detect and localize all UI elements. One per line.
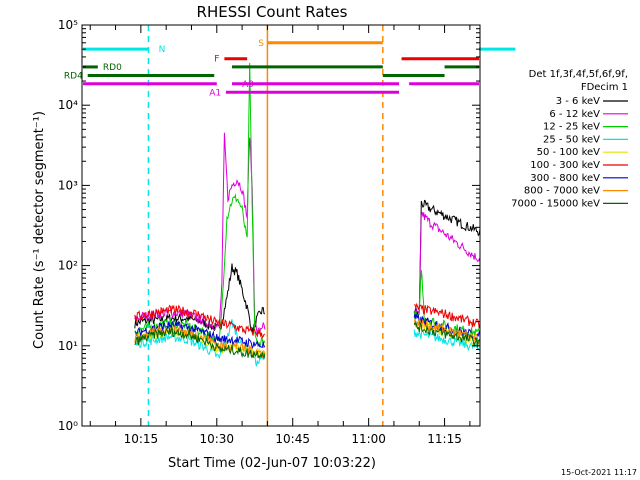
legend-label-4: 50 - 100 keV [537,147,601,158]
legend-label-7: 800 - 7000 keV [524,186,600,197]
series-line-5-1 [414,302,480,329]
legend-label-2: 12 - 25 keV [543,122,600,133]
x-tick-label-2: 10:45 [275,432,310,446]
flag-label-5: A0 [242,80,254,90]
y-tick-label-3: 10³ [58,178,78,192]
legend: Det 1f,3f,4f,5f,6f,9f, FDecim 1 3 - 6 keV 6… [511,69,628,209]
axes: 10⁰ 10¹ 10² 10³ 10⁴ 10⁵ 10:15 10:30 10:45 11:00 11… [58,18,481,446]
y-tick-label-0: 10⁰ [58,419,78,433]
series-0 [134,199,480,334]
series-line-2-0 [134,62,266,348]
legend-header-0: Det 1f,3f,4f,5f,6f,9f, [529,69,628,80]
series-line-7-1 [413,318,480,345]
y-axis-label: Count Rate (s⁻¹ detector segment⁻¹) [32,111,47,349]
legend-label-0: 3 - 6 keV [556,96,600,107]
flag-label-2: F [214,55,219,65]
x-tick-label-0: 10:15 [124,432,159,446]
series-line-5-0 [134,304,266,339]
y-tick-label-4: 10⁴ [58,98,78,112]
flag-label-6: A1 [209,88,221,98]
series-5 [134,302,480,339]
series-line-1-0 [134,132,266,337]
y-tick-label-2: 10² [58,259,78,273]
legend-label-8: 7000 - 15000 keV [511,198,600,209]
series-8 [134,320,480,360]
chart-title: RHESSI Count Rates [197,3,348,21]
x-axis-label: Start Time (02-Jun-07 10:03:22) [168,456,376,471]
legend-header-1: FDecim 1 [581,82,628,93]
series-line-1-1 [413,211,480,315]
legend-label-1: 6 - 12 keV [549,109,600,120]
flag-label-3: RD0 [103,63,122,73]
series-line-8-0 [134,327,266,360]
series-line-0-1 [413,199,480,316]
flag-label-0: N [159,45,166,55]
series-layer [134,62,480,367]
flag-label-4: RD4 [64,71,83,81]
x-tick-label-1: 10:30 [199,432,234,446]
y-tick-label-5: 10⁵ [58,18,78,32]
legend-label-6: 300 - 800 keV [530,173,600,184]
series-line-0-0 [134,263,266,334]
legend-label-3: 25 - 50 keV [543,134,600,145]
series-line-8-1 [413,320,480,348]
series-line-6-0 [134,320,266,350]
plot-frame [81,24,481,427]
series-line-4-1 [414,319,480,346]
footer-timestamp: 15-Oct-2021 11:17 [561,468,637,477]
legend-label-5: 100 - 300 keV [530,160,600,171]
flag-label-1: S [258,39,264,49]
x-tick-label-3: 11:00 [351,432,386,446]
y-tick-label-1: 10¹ [58,339,78,353]
x-tick-label-4: 11:15 [427,432,462,446]
flag-bars: N S F RD0 RD4 A0 A1 [64,39,516,98]
